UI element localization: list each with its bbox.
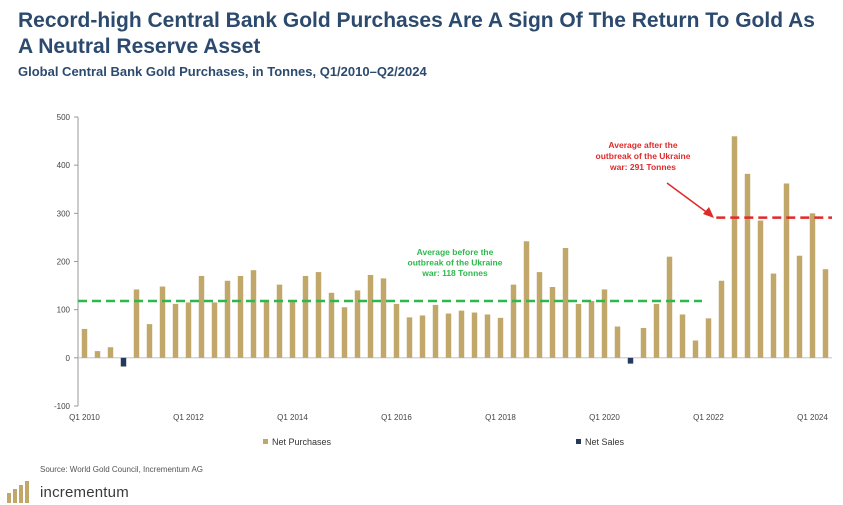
y-tick-label: 400 [57,161,71,170]
average-before-label: outbreak of the Ukraine [408,258,503,268]
chart-title: Record-high Central Bank Gold Purchases … [18,9,815,58]
brand-name: incrementum [40,483,129,501]
average-after-label: Average after the [608,140,677,150]
bar [497,317,504,358]
bar [328,292,335,358]
bar [770,273,777,358]
x-tick-label: Q1 2010 [69,413,100,422]
bar [81,328,88,358]
bar [276,284,283,358]
bar [432,304,439,358]
bar [718,280,725,358]
annotation-arrow-head [703,207,714,218]
bar [302,275,309,358]
bar [822,269,829,358]
legend-swatch-net-sales [576,439,581,444]
bar [250,270,257,358]
bar [458,310,465,358]
bar [523,241,530,358]
bar [133,289,140,358]
bar [731,136,738,358]
bar [289,300,296,358]
bar [354,290,361,358]
bar [757,220,764,358]
bar [653,303,660,358]
bar [783,183,790,358]
bar [380,278,387,358]
bar-chart: -100 0 100 200 300 400 500 Q1 2010 Q1 2012 Q1 201… [54,113,832,447]
legend-label-net-purchases: Net Purchases [272,437,332,447]
y-tick-label: -100 [54,402,71,411]
x-tick-label: Q1 2014 [277,413,308,422]
bar [614,326,621,358]
source-note: Source: World Gold Council, Incrementum … [40,465,204,474]
bar [575,303,582,358]
legend-label-net-sales: Net Sales [585,437,625,447]
x-tick-label: Q1 2012 [173,413,204,422]
bar [510,284,517,358]
bar [744,173,751,358]
average-before-label: war: 118 Tonnes [421,268,488,278]
bar [393,303,400,358]
chart-subtitle: Global Central Bank Gold Purchases, in T… [18,64,427,79]
bar [263,300,270,358]
bar [341,307,348,358]
bar [796,255,803,358]
x-tick-label: Q1 2024 [797,413,828,422]
bar [224,280,231,358]
y-tick-label: 300 [57,209,71,218]
bar [471,312,478,358]
bar [536,272,543,358]
bar [185,302,192,358]
bar [549,287,556,358]
bar [315,272,322,358]
bar [406,317,413,358]
bar [627,357,634,364]
annotation-arrow-line [666,182,710,215]
x-tick-label: Q1 2020 [589,413,620,422]
bar [562,248,569,358]
bar [146,324,153,358]
y-tick-label: 100 [57,306,71,315]
incrementum-logo-icon [7,481,29,503]
bar [159,286,166,358]
bar [601,289,608,358]
y-tick-label: 200 [57,258,71,267]
bar [809,213,816,358]
bar [679,314,686,358]
bar [484,314,491,358]
brand-logo: incrementum [6,481,129,503]
x-tick-label: Q1 2016 [381,413,412,422]
bar [172,303,179,358]
bar [120,357,127,367]
legend-swatch-net-purchases [263,439,268,444]
x-tick-label: Q1 2018 [485,413,516,422]
average-before-label: Average before the [417,247,494,257]
average-after-label: war: 291 Tonnes [609,162,676,172]
bar [107,347,114,358]
bar [94,351,101,358]
bar [705,318,712,358]
y-tick-label: 0 [66,354,71,363]
bar [367,274,374,358]
bar [445,313,452,358]
bar [419,315,426,358]
x-tick-label: Q1 2022 [693,413,724,422]
bar [640,327,647,358]
bar [198,275,205,358]
bar [237,275,244,358]
bar [692,340,699,358]
bar [666,256,673,358]
average-after-label: outbreak of the Ukraine [596,151,691,161]
bar [211,302,218,358]
bar [588,300,595,358]
y-tick-label: 500 [57,113,71,122]
